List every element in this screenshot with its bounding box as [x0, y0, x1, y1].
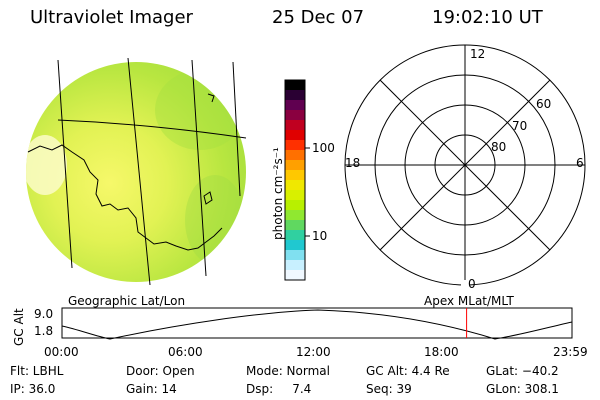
colorbar-frame	[284, 79, 306, 281]
colorbar-cell	[285, 160, 305, 171]
colorbar-cell	[285, 210, 305, 221]
instrument-title: Ultraviolet Imager	[30, 7, 193, 28]
time-tick-label: 06:00	[168, 345, 203, 359]
colorbar-cells	[285, 80, 305, 281]
status-dsp: Dsp: 7.4	[246, 382, 312, 396]
timeline-ymin-label: 1.8	[34, 324, 54, 338]
colorbar-cell	[285, 100, 305, 111]
colorbar-cell	[285, 230, 305, 241]
lat-lon-grid	[57, 57, 247, 286]
polar-spokes	[345, 45, 585, 285]
colorbar-cell	[285, 110, 305, 121]
colorbar-cell	[285, 140, 305, 151]
status-glat: GLat: −40.2	[486, 364, 559, 378]
status-seq: Seq: 39	[366, 382, 412, 396]
colorbar-cell	[285, 250, 305, 261]
mlt-label-0: 0	[468, 277, 476, 291]
timeline-right-label: Apex MLat/MLT	[424, 294, 514, 308]
timeline-frame	[61, 307, 573, 339]
time-tick-label: 00:00	[44, 345, 79, 359]
status-ip: IP: 36.0	[10, 382, 56, 396]
colorbar-cell	[285, 220, 305, 231]
status-filter: Flt: LBHL	[10, 364, 64, 378]
timeline-ymax-label: 9.0	[34, 307, 54, 321]
time-tick-label: 18:00	[424, 345, 459, 359]
colorbar-cell	[285, 130, 305, 141]
status-mode: Mode: Normal	[246, 364, 330, 378]
mlat-label-80: 80	[491, 140, 507, 154]
altitude-curve	[61, 309, 573, 340]
colorbar-cell	[285, 240, 305, 251]
colorbar-cell	[285, 80, 305, 91]
mlt-label-12: 12	[470, 47, 486, 61]
colorbar-cell	[285, 120, 305, 131]
mlat-label-70: 70	[512, 119, 528, 133]
earth-disk	[26, 62, 246, 282]
timeline-left-label: Geographic Lat/Lon	[68, 294, 186, 308]
time-tick-label: 12:00	[296, 345, 331, 359]
colorbar-cell	[285, 90, 305, 101]
colorbar-cell	[285, 190, 305, 201]
colorbar-cell	[285, 170, 305, 181]
colorbar-tick-label: 100	[312, 141, 335, 155]
observation-time: 19:02:10 UT	[432, 7, 543, 28]
status-door: Door: Open	[126, 364, 195, 378]
mlt-label-6: 6	[576, 156, 584, 170]
mlat-label-60: 60	[536, 97, 552, 111]
status-glon: GLon: 308.1	[486, 382, 559, 396]
coastline-outline	[27, 93, 223, 251]
colorbar-tick-label: 10	[312, 229, 328, 243]
observation-date: 25 Dec 07	[272, 7, 365, 28]
status-gc-alt: GC Alt: 4.4 Re	[366, 364, 450, 378]
colorbar-cell	[285, 260, 305, 271]
mlt-label-18: 18	[345, 156, 361, 170]
colorbar-cell	[285, 150, 305, 161]
status-gain: Gain: 14	[126, 382, 177, 396]
colorbar-cell	[285, 200, 305, 211]
time-tick-label: 23:59	[553, 345, 588, 359]
colorbar-cell	[285, 180, 305, 191]
colorbar-cell	[285, 270, 305, 281]
